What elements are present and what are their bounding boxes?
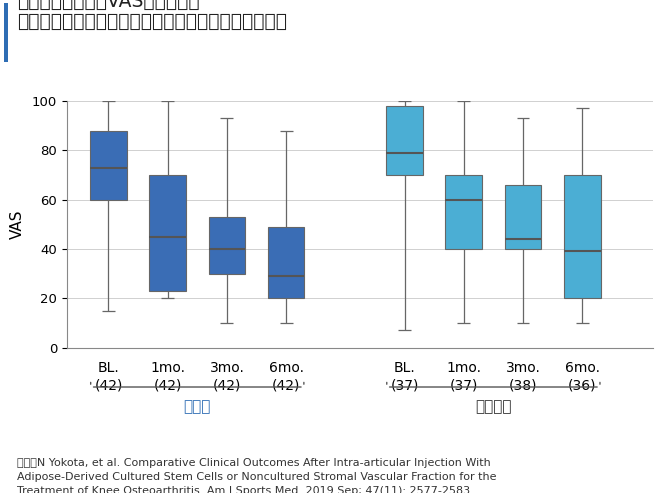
Text: 痛みの評価指標（VAS）への影響: 痛みの評価指標（VAS）への影響 <box>17 0 200 11</box>
Bar <box>90 131 127 200</box>
Text: 出典：N Yokota, et al. Comparative Clinical Outcomes After Intra-articular Injectio: 出典：N Yokota, et al. Comparative Clinical… <box>17 458 496 493</box>
Bar <box>268 227 304 298</box>
Bar <box>386 106 423 175</box>
Bar <box>564 175 600 298</box>
Bar <box>149 175 186 291</box>
Text: 〜培養幹細胞投与時と、非培養幹細胞投与時の比較〜: 〜培養幹細胞投与時と、非培養幹細胞投与時の比較〜 <box>17 12 287 31</box>
Bar <box>505 185 541 249</box>
Y-axis label: VAS: VAS <box>10 210 25 239</box>
Bar <box>446 175 482 249</box>
Text: 培養群: 培養群 <box>184 399 211 414</box>
Text: 非培養群: 非培養群 <box>475 399 512 414</box>
Bar <box>208 217 245 274</box>
